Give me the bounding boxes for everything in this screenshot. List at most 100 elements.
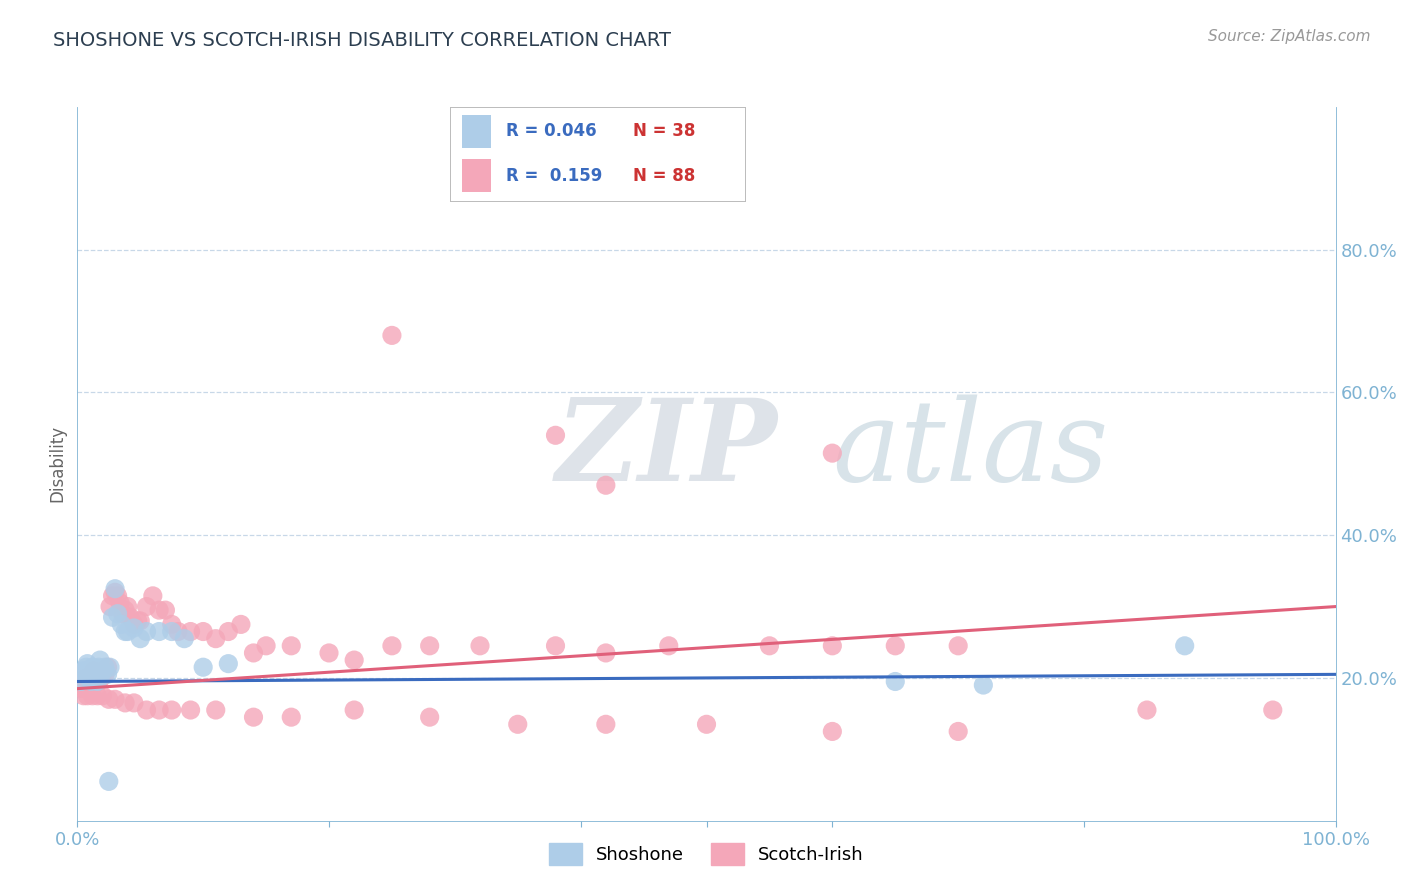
Point xyxy=(821,639,844,653)
Legend: Shoshone, Scotch-Irish: Shoshone, Scotch-Irish xyxy=(541,836,872,872)
Point xyxy=(73,667,96,681)
Point xyxy=(468,639,491,653)
Point xyxy=(120,610,142,624)
Point xyxy=(343,703,366,717)
Point xyxy=(343,653,366,667)
Point xyxy=(1174,639,1197,653)
Point xyxy=(254,639,277,653)
Point xyxy=(217,624,239,639)
Point xyxy=(242,710,264,724)
Point xyxy=(821,724,844,739)
Point xyxy=(72,674,94,689)
Text: ZIP: ZIP xyxy=(555,394,778,505)
Point xyxy=(97,692,120,706)
Bar xyxy=(461,160,491,193)
Text: Source: ZipAtlas.com: Source: ZipAtlas.com xyxy=(1208,29,1371,44)
Point xyxy=(72,689,94,703)
Point xyxy=(101,589,124,603)
Point xyxy=(82,689,104,703)
Point xyxy=(122,621,145,635)
Point xyxy=(90,671,112,685)
Point xyxy=(122,617,145,632)
Point xyxy=(148,624,170,639)
Point xyxy=(111,607,134,621)
Point xyxy=(117,599,139,614)
Point xyxy=(506,717,529,731)
Point xyxy=(84,671,107,685)
Point xyxy=(104,692,127,706)
Point xyxy=(104,582,127,596)
Point xyxy=(160,703,183,717)
Point xyxy=(83,664,105,678)
Point xyxy=(122,696,145,710)
Point xyxy=(135,703,157,717)
Text: N = 88: N = 88 xyxy=(633,167,695,185)
Point xyxy=(110,617,132,632)
Point xyxy=(544,639,567,653)
Point xyxy=(79,664,101,678)
Point xyxy=(280,639,302,653)
Point xyxy=(595,478,617,492)
Point xyxy=(160,624,183,639)
Point xyxy=(84,671,107,685)
Text: atlas: atlas xyxy=(832,394,1109,505)
Point xyxy=(191,624,215,639)
Point xyxy=(83,667,105,681)
Point xyxy=(91,664,114,678)
Point xyxy=(76,657,98,671)
Point xyxy=(82,660,104,674)
Point xyxy=(94,660,117,674)
Point xyxy=(96,660,118,674)
Point xyxy=(98,660,121,674)
Text: R =  0.159: R = 0.159 xyxy=(506,167,602,185)
Point xyxy=(89,671,111,685)
Point xyxy=(94,667,117,681)
Point xyxy=(98,599,121,614)
Point xyxy=(104,585,127,599)
Point xyxy=(155,603,177,617)
Point xyxy=(242,646,264,660)
Point xyxy=(180,624,202,639)
Point xyxy=(135,624,157,639)
Point xyxy=(80,674,103,689)
Point xyxy=(79,674,101,689)
Point xyxy=(90,667,112,681)
Point xyxy=(117,624,139,639)
Point xyxy=(1136,703,1159,717)
Point xyxy=(217,657,239,671)
Point xyxy=(142,589,165,603)
Point xyxy=(70,674,93,689)
Point xyxy=(101,610,124,624)
Point xyxy=(167,624,190,639)
Point xyxy=(758,639,780,653)
Point xyxy=(82,667,104,681)
Point xyxy=(129,632,152,646)
Point xyxy=(114,603,136,617)
Point xyxy=(229,617,252,632)
Text: R = 0.046: R = 0.046 xyxy=(506,122,596,140)
Point xyxy=(160,617,183,632)
Point xyxy=(91,667,114,681)
Point xyxy=(97,774,120,789)
Point xyxy=(73,674,96,689)
Point xyxy=(148,603,170,617)
Point xyxy=(87,674,110,689)
Point xyxy=(948,639,970,653)
Point xyxy=(75,660,97,674)
Point xyxy=(1261,703,1284,717)
Point xyxy=(135,599,157,614)
Point xyxy=(280,710,302,724)
Point xyxy=(173,632,195,646)
Text: SHOSHONE VS SCOTCH-IRISH DISABILITY CORRELATION CHART: SHOSHONE VS SCOTCH-IRISH DISABILITY CORR… xyxy=(53,31,672,50)
Point xyxy=(114,696,136,710)
Point xyxy=(89,653,111,667)
Point xyxy=(96,667,118,681)
Point xyxy=(204,632,226,646)
Point xyxy=(544,428,567,442)
Point xyxy=(80,671,103,685)
Bar xyxy=(461,115,491,148)
Point xyxy=(148,703,170,717)
Point xyxy=(381,639,404,653)
Point xyxy=(180,703,202,717)
Point xyxy=(696,717,718,731)
